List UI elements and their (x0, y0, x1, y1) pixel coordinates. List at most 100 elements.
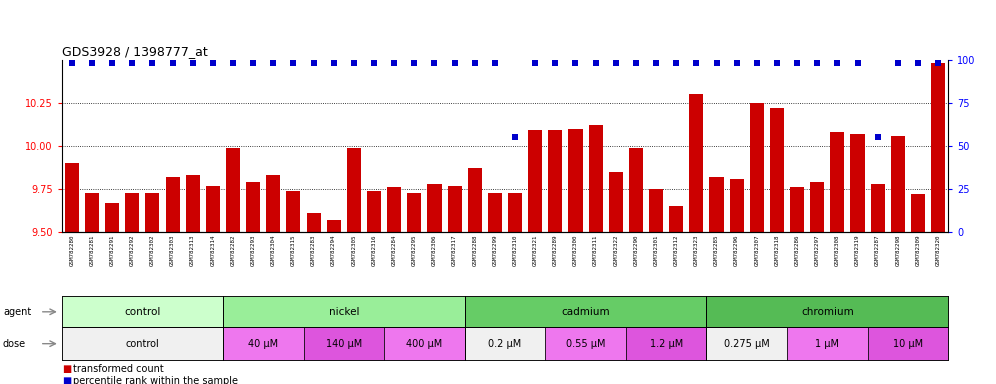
Text: GSM782291: GSM782291 (110, 234, 115, 266)
Bar (890, 136, 905, 384)
Text: GSM782286: GSM782286 (795, 234, 800, 266)
Bar (810, 182, 825, 384)
Point (769, 60, 785, 66)
Text: GSM782316: GSM782316 (372, 234, 376, 266)
Bar (287, 191, 301, 384)
Bar (548, 130, 563, 384)
Text: GSM782307: GSM782307 (754, 234, 759, 266)
Bar (185, 175, 200, 384)
Text: 0.2 μM: 0.2 μM (488, 339, 522, 349)
Point (386, 60, 402, 66)
Point (507, 134, 523, 140)
Text: agent: agent (3, 307, 31, 317)
Bar (226, 147, 240, 384)
Text: GSM782293: GSM782293 (251, 234, 256, 266)
Bar (709, 177, 723, 384)
Point (627, 60, 643, 66)
Text: GSM782281: GSM782281 (90, 234, 95, 266)
Text: control: control (124, 307, 160, 317)
Point (346, 60, 362, 66)
Text: ■: ■ (62, 364, 71, 374)
Bar (488, 192, 502, 384)
Point (184, 60, 200, 66)
Text: GSM782319: GSM782319 (855, 234, 860, 266)
Point (406, 60, 422, 66)
Text: nickel: nickel (329, 307, 359, 317)
Bar (589, 125, 603, 384)
Text: GSM782282: GSM782282 (230, 234, 235, 266)
Point (910, 60, 926, 66)
Text: GSM782297: GSM782297 (815, 234, 820, 266)
Point (164, 60, 180, 66)
Point (306, 60, 322, 66)
Point (205, 60, 221, 66)
Text: percentile rank within the sample: percentile rank within the sample (73, 376, 238, 384)
Point (326, 60, 342, 66)
Bar (427, 184, 441, 384)
Text: GSM782280: GSM782280 (70, 234, 75, 266)
Text: GSM782285: GSM782285 (714, 234, 719, 266)
Text: GSM782292: GSM782292 (129, 234, 134, 266)
Text: GSM782317: GSM782317 (452, 234, 457, 266)
Bar (266, 175, 280, 384)
Text: GSM782312: GSM782312 (673, 234, 678, 266)
Point (84, 60, 100, 66)
Point (245, 60, 261, 66)
Text: GSM782296: GSM782296 (734, 234, 739, 266)
Text: GSM782298: GSM782298 (895, 234, 900, 266)
Text: GSM782300: GSM782300 (573, 234, 578, 266)
Text: cadmium: cadmium (561, 307, 610, 317)
Point (527, 60, 543, 66)
Bar (871, 184, 884, 384)
Bar (770, 108, 784, 384)
Bar (609, 172, 622, 384)
Bar (628, 147, 643, 384)
Point (568, 60, 584, 66)
Bar (65, 163, 79, 384)
Point (225, 60, 241, 66)
Text: 140 μM: 140 μM (326, 339, 362, 349)
Text: GSM782310: GSM782310 (513, 234, 518, 266)
Bar (649, 189, 663, 384)
Text: GSM782311: GSM782311 (594, 234, 599, 266)
Point (64, 60, 80, 66)
Point (426, 60, 442, 66)
Point (930, 60, 946, 66)
Text: dose: dose (3, 339, 26, 349)
Bar (750, 103, 764, 384)
Bar (307, 214, 321, 384)
Point (105, 60, 121, 66)
Text: GSM782283: GSM782283 (311, 234, 316, 266)
Text: 10 μM: 10 μM (892, 339, 923, 349)
Point (467, 60, 483, 66)
Text: 40 μM: 40 μM (248, 339, 278, 349)
Point (708, 60, 724, 66)
Text: 1.2 μM: 1.2 μM (649, 339, 683, 349)
Point (810, 60, 826, 66)
Point (789, 60, 805, 66)
Point (144, 60, 160, 66)
Bar (911, 194, 925, 384)
Bar (206, 186, 220, 384)
Point (830, 60, 846, 66)
Point (668, 60, 684, 66)
Text: GSM782323: GSM782323 (694, 234, 699, 266)
Text: GSM782301: GSM782301 (653, 234, 658, 266)
Text: ■: ■ (62, 376, 71, 384)
Bar (669, 206, 683, 384)
Text: GSM782322: GSM782322 (614, 234, 619, 266)
Point (265, 60, 281, 66)
Bar (105, 203, 120, 384)
Bar (851, 134, 865, 384)
Bar (165, 177, 179, 384)
Text: GSM782289: GSM782289 (553, 234, 558, 266)
Bar (407, 192, 421, 384)
Point (124, 60, 140, 66)
Text: GSM782309: GSM782309 (915, 234, 920, 266)
Text: GSM782308: GSM782308 (835, 234, 840, 266)
Text: GSM782318: GSM782318 (775, 234, 780, 266)
Text: GSM782299: GSM782299 (492, 234, 497, 266)
Text: GSM782284: GSM782284 (391, 234, 396, 266)
Bar (327, 220, 341, 384)
Text: GSM782287: GSM782287 (875, 234, 880, 266)
